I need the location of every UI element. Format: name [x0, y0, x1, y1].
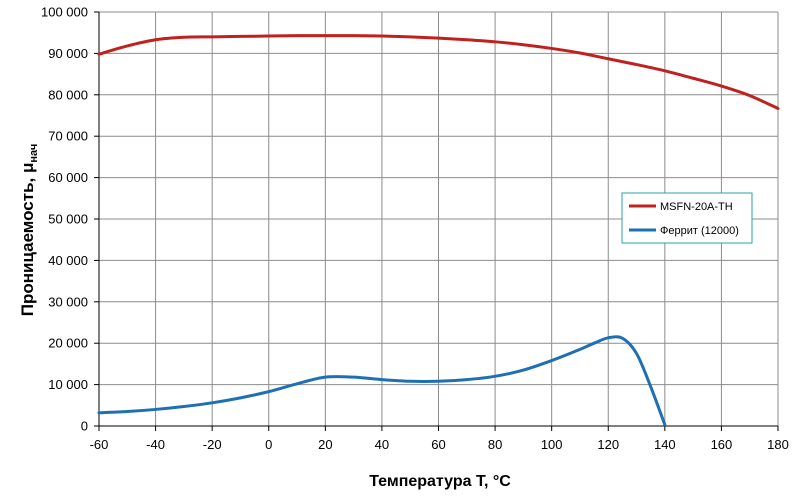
y-axis-title-main: Проницаемость, μ	[18, 163, 37, 317]
y-tick-label-3: 30 000	[48, 294, 88, 309]
y-tick-label-1: 10 000	[48, 377, 88, 392]
y-tick-label-2: 20 000	[48, 336, 88, 351]
x-tick-label-8: 100	[541, 437, 563, 452]
y-tick-label-9: 90 000	[48, 46, 88, 61]
x-tick-label-4: 20	[318, 437, 332, 452]
series-lines	[97, 34, 780, 427]
legend-box	[621, 192, 753, 244]
y-axis-title: Проницаемость, μнач	[18, 144, 40, 317]
series-line-0	[97, 34, 780, 110]
x-tick-label-12: 180	[767, 437, 789, 452]
x-tick-label-10: 140	[654, 437, 676, 452]
legend-label-1: Феррит (12000)	[660, 225, 739, 237]
x-tick-label-7: 80	[488, 437, 502, 452]
x-tick-label-11: 160	[711, 437, 733, 452]
x-tick-label-3: 0	[265, 437, 272, 452]
y-tick-label-5: 50 000	[48, 212, 88, 227]
y-axis-title-subscript: нач	[28, 144, 40, 163]
y-tick-label-10: 100 000	[41, 5, 88, 20]
y-tick-label-8: 80 000	[48, 87, 88, 102]
x-tick-label-0: -60	[90, 437, 109, 452]
y-tick-labels: 0 10 000 20 000 30 000 40 000 50 000 60 000 70 …	[41, 5, 88, 434]
x-tick-label-2: -20	[203, 437, 222, 452]
x-tick-label-5: 40	[375, 437, 389, 452]
x-tick-labels: -60 -40 -20 0 20 40 60 80 100 120 140 160 180	[90, 437, 789, 452]
legend-label-0: MSFN-20A-TH	[660, 201, 733, 213]
y-tick-label-0: 0	[81, 419, 88, 434]
legend: MSFN-20A-TH Феррит (12000)	[621, 192, 753, 244]
x-tick-label-9: 120	[597, 437, 619, 452]
y-tick-label-4: 40 000	[48, 253, 88, 268]
x-axis-title: Температура T, °C	[369, 473, 511, 490]
x-tick-label-6: 60	[431, 437, 445, 452]
series-line-1	[97, 335, 667, 427]
y-tick-label-7: 70 000	[48, 129, 88, 144]
x-tick-label-1: -40	[146, 437, 165, 452]
y-tick-label-6: 60 000	[48, 170, 88, 185]
